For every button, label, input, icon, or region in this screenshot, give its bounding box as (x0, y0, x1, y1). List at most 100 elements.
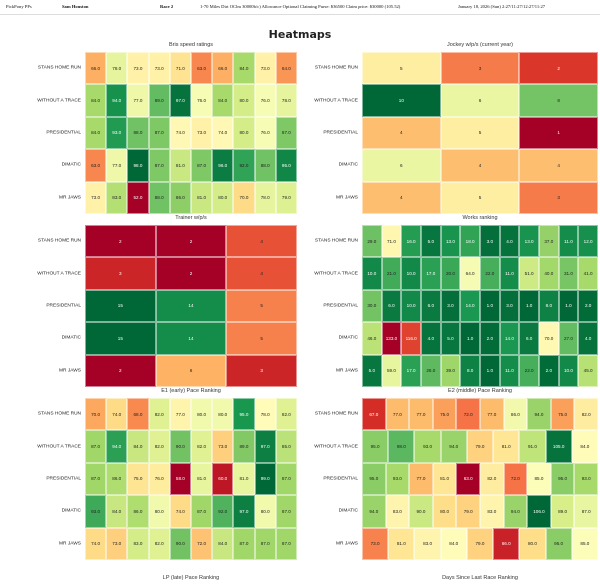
row-label: WITHOUT A TRACE (314, 98, 358, 104)
row-label: MR JAWS (59, 368, 81, 374)
heatmap-cell: 40.0 (539, 257, 559, 290)
heatmap-cell: 4 (226, 257, 297, 290)
heatmap-cell: 8 (519, 84, 598, 117)
heatmap-cell: 95.0 (550, 462, 575, 496)
heatmap-cell: 87.0 (574, 495, 598, 528)
heatmap-cell: 73.0 (127, 52, 149, 85)
heatmap-cell: 84.0 (212, 527, 234, 560)
heatmap-cell: 17.0 (401, 354, 421, 387)
heatmap-cell: 93.0 (385, 462, 410, 496)
heatmap-cell: 88.0 (254, 149, 276, 182)
heatmap-cell: 87.0 (85, 430, 107, 463)
row-label: PRESIDENTIAL (46, 130, 81, 136)
heatmap-cell: 10.0 (401, 257, 421, 290)
heatmap-cell: 98.0 (127, 149, 149, 182)
heatmap-cell: 8.0 (539, 289, 559, 323)
heatmap-cell: 106.0 (527, 495, 551, 528)
heatmap-cell: 75.0 (127, 462, 149, 496)
heatmap-cell: 21.0 (381, 257, 402, 290)
heatmap-cell: 26.0 (421, 354, 441, 387)
row-label: STANS HOME RUN (37, 65, 81, 71)
heatmap-cell: 72.0 (191, 527, 213, 560)
heatmap-cell: 4 (440, 149, 520, 182)
heatmap-cell: 4 (226, 225, 297, 258)
heatmap-cell: 14 (155, 289, 227, 323)
heatmap-cell: 82.0 (574, 398, 598, 431)
heatmap-cell: 81.0 (493, 430, 520, 463)
heatmap-cell: 96.0 (212, 149, 234, 182)
heatmap-cell: 80.0 (233, 116, 255, 150)
row-label: WITHOUT A TRACE (314, 444, 358, 450)
heatmap-cell: 86.0 (503, 398, 528, 431)
heatmap-cell: 79.0 (466, 527, 494, 560)
heatmap-cell: 2 (85, 225, 156, 258)
row-label: PRESIDENTIAL (323, 130, 358, 136)
heatmap-cell: 90.0 (169, 527, 191, 560)
heatmap-cell: 86.0 (106, 462, 128, 496)
heatmap-cell: 93.0 (106, 116, 128, 150)
heatmap-cell: 45.0 (578, 354, 598, 387)
heatmap-cell: 22.0 (519, 354, 539, 387)
heatmap-cell: 80.0 (148, 495, 170, 528)
heatmap-cell: 37.0 (539, 225, 559, 258)
heatmap-cell: 46.0 (362, 322, 382, 355)
heatmap-cell: 5.0 (362, 354, 382, 387)
heatmap-cell: 1.0 (519, 289, 539, 323)
header-track: Sam Houston (62, 4, 89, 9)
heatmap-cell: 66.0 (85, 52, 107, 85)
heatmap-cell: 87.0 (148, 149, 170, 182)
heatmap-cell: 27.0 (558, 322, 579, 355)
heatmap-cell: 81.0 (191, 181, 213, 214)
heatmap-cell: 4 (362, 116, 441, 150)
heatmap-cell: 80.0 (212, 398, 234, 431)
heatmap-cell: 94.0 (106, 430, 128, 463)
heatmap-cell: 2 (519, 52, 598, 85)
row-label: DIMATIC (61, 335, 81, 341)
heatmap-cell: 3 (85, 257, 156, 290)
heatmap-cell: 51.0 (519, 257, 539, 290)
heatmap-cell: 95.0 (545, 527, 572, 560)
heatmap-cell: 83.0 (385, 495, 410, 528)
header-conditions: 1-70 Miles Dirt OClm 30000b/c) Allowance… (200, 4, 401, 9)
heatmap-cell: 80.0 (254, 495, 276, 528)
heatmap-cell: 11.0 (499, 354, 520, 387)
heatmap-cell: 80.0 (233, 84, 255, 117)
heatmap-cell: 99.0 (254, 462, 276, 496)
heatmap-cell: 77.0 (409, 462, 433, 496)
heatmap-cell: 72.0 (456, 398, 480, 431)
heatmap-cell: 83.0 (127, 527, 149, 560)
heatmap-cell: 10.0 (558, 354, 579, 387)
heatmap-cell: 73.0 (106, 527, 128, 560)
heatmap-cell: 10 (362, 84, 441, 117)
row-label: STANS HOME RUN (37, 238, 81, 244)
heatmap-cell: 6.0 (381, 289, 402, 323)
heatmap-cell: 86.0 (127, 495, 149, 528)
heatmap-cell: 94.0 (362, 495, 386, 528)
heatmap-cell: 81.0 (388, 527, 415, 560)
heatmap-cell: 73.0 (148, 52, 170, 85)
heatmap-cell: 76.0 (148, 462, 170, 496)
heatmap-cell: 81.0 (432, 462, 457, 496)
heatmap-cell: 84.0 (106, 495, 128, 528)
heatmap-cell: 84.0 (440, 527, 467, 560)
heatmap-cell: 82.0 (148, 430, 170, 463)
heatmap-cell: 83.0 (414, 527, 441, 560)
heatmap-cell: 12.0 (578, 225, 598, 258)
heatmap-cell: 80.0 (432, 495, 457, 528)
row-label: STANS HOME RUN (37, 411, 81, 417)
heatmap-cell: 70.0 (233, 181, 255, 214)
heatmap-cell: 66.0 (493, 527, 520, 560)
heatmap-cell: 80.0 (519, 527, 546, 560)
heatmap-cell: 66.0 (212, 52, 234, 85)
heatmap-cell: 87.0 (148, 116, 170, 150)
heatmap-cell: 74.0 (85, 527, 107, 560)
heatmap-cell: 97.0 (169, 84, 191, 117)
row-label: DIMATIC (338, 162, 358, 168)
heatmap-cell: 14 (155, 322, 227, 355)
heatmap-cell: 20.0 (440, 257, 461, 290)
row-label: MR JAWS (59, 541, 81, 547)
row-label: MR JAWS (336, 368, 358, 374)
heatmap-cell: 75.0 (550, 398, 575, 431)
heatmap-cell: 73.0 (85, 181, 107, 214)
row-label: PRESIDENTIAL (323, 303, 358, 309)
